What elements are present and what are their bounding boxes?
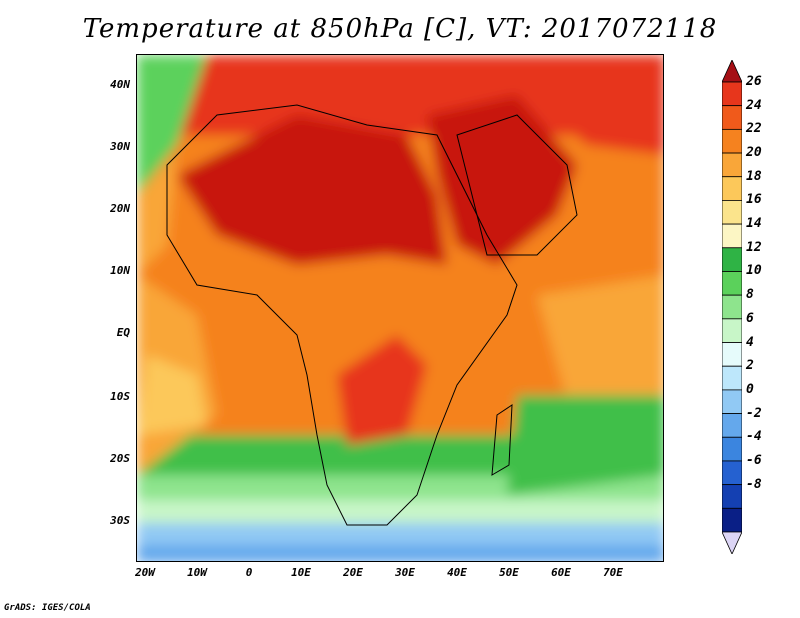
colorbar-tick-label: -8 [746, 476, 762, 492]
colorbar-segment [722, 105, 742, 130]
colorbar-tick-label: -6 [746, 452, 762, 468]
lon-label: 50E [499, 566, 519, 579]
lat-label: 30N [110, 140, 130, 153]
colorbar-segment [722, 223, 742, 249]
colorbar-tick-label: 14 [746, 216, 762, 232]
lat-label: EQ [116, 326, 130, 339]
colorbar-segment [722, 152, 742, 178]
colorbar-tick-label: 20 [746, 145, 762, 161]
lon-label: 0 [245, 566, 253, 579]
colorbar-segment [722, 271, 742, 296]
colorbar-tick-label: 24 [746, 97, 762, 113]
colorbar-tick-label: -2 [746, 405, 762, 421]
colorbar-segment [722, 176, 742, 201]
lon-label: 30E [395, 566, 415, 579]
colorbar-tick-label: 4 [746, 334, 754, 350]
colorbar-tick-label: 10 [746, 263, 762, 279]
lon-label: 20W [135, 566, 155, 579]
colorbar-tick-label: 2 [746, 358, 754, 374]
map-title: Temperature at 850hPa [C], VT: 201707211… [82, 14, 718, 44]
lon-label: 10E [291, 566, 311, 579]
colorbar-top-arrow [722, 60, 742, 83]
colorbar-segment [722, 413, 742, 438]
colorbar-segment [722, 318, 742, 343]
colorbar [722, 60, 742, 554]
lat-label: 40N [110, 78, 130, 91]
temperature-map [136, 54, 664, 562]
colorbar-segment [722, 81, 742, 107]
colorbar-tick-label: 26 [746, 74, 762, 89]
colorbar-bottom-arrow [722, 531, 742, 554]
colorbar-tick-label: 12 [746, 239, 762, 255]
lat-label: 30S [110, 514, 130, 527]
footer-credit: GrADS: IGES/COLA [4, 603, 91, 613]
colorbar-segment [722, 342, 742, 367]
colorbar-tick-label: 18 [746, 168, 762, 184]
colorbar-segment [722, 507, 742, 533]
colorbar-tick-label: 8 [746, 287, 754, 303]
lat-label: 10N [110, 264, 130, 277]
lon-label: 60E [551, 566, 571, 579]
lon-label: 70E [603, 566, 623, 579]
colorbar-segment [722, 460, 742, 486]
colorbar-segment [722, 436, 742, 462]
lon-label: 20E [343, 566, 363, 579]
lat-label: 20S [110, 452, 130, 465]
colorbar-segment [722, 200, 742, 225]
colorbar-segment [722, 484, 742, 509]
lon-label: 10W [187, 566, 207, 579]
colorbar-tick-label: -4 [746, 429, 762, 445]
colorbar-tick-label: 16 [746, 192, 762, 208]
lat-label: 20N [110, 202, 130, 215]
colorbar-tick-label: 22 [746, 121, 762, 137]
map-canvas [137, 55, 663, 561]
colorbar-tick-label: 0 [746, 381, 754, 397]
colorbar-segment [722, 247, 742, 272]
lat-label: 10S [110, 390, 130, 403]
colorbar-segment [722, 365, 742, 391]
colorbar-segment [722, 294, 742, 320]
colorbar-tick-label: 6 [746, 310, 754, 326]
lon-label: 40E [447, 566, 467, 579]
colorbar-segment [722, 389, 742, 414]
colorbar-segment [722, 128, 742, 154]
